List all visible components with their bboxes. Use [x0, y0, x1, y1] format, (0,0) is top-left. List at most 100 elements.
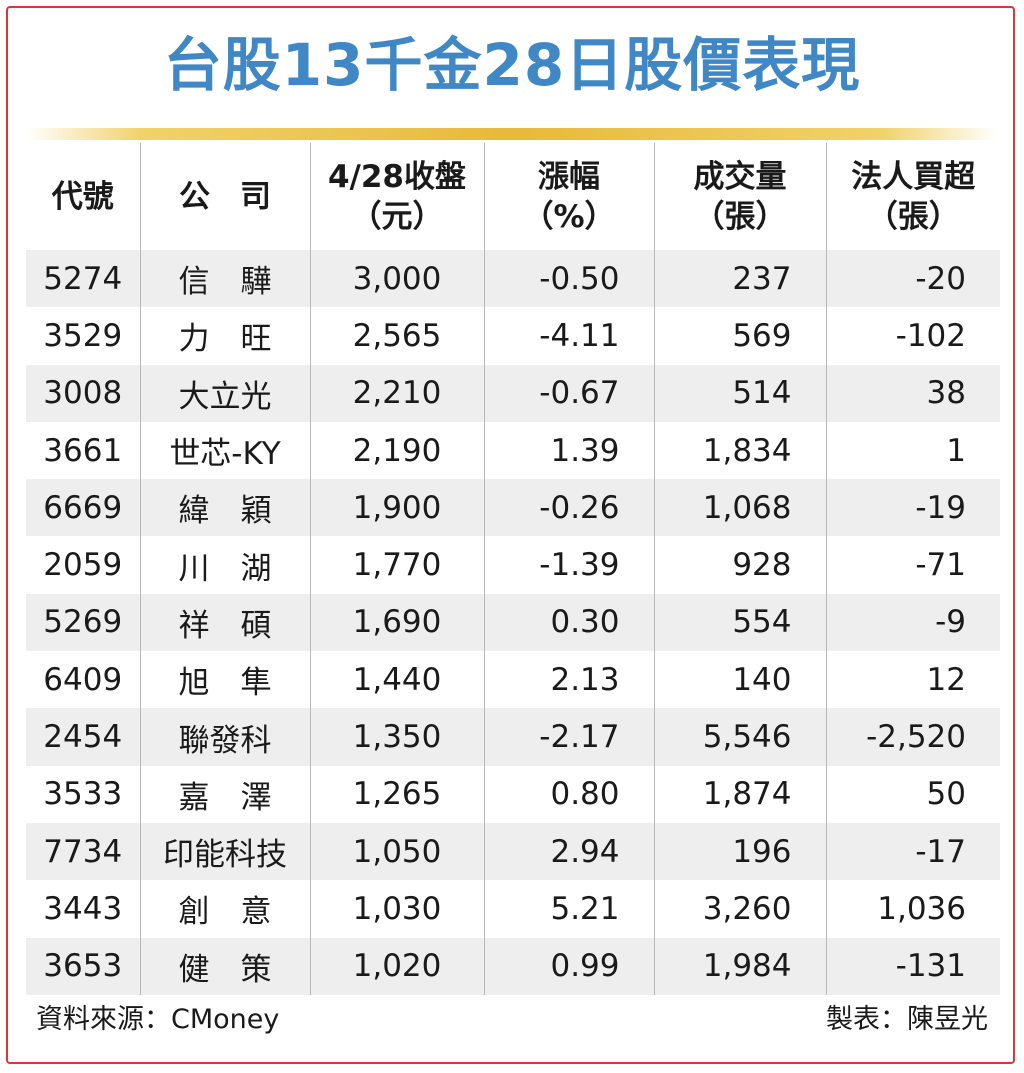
stock-code: 3529: [26, 307, 140, 365]
institutional-net-buy: -17: [825, 822, 1000, 881]
price-change: 2.13: [483, 651, 654, 709]
header-institutional: 法人買超 （張）: [825, 143, 1000, 250]
trade-volume: 514: [653, 364, 826, 422]
institutional-net-buy: -102: [825, 307, 1000, 365]
table-row: 3533 嘉 澤 1,265 0.80 1,874 50: [26, 765, 1000, 823]
institutional-net-buy: 50: [825, 765, 1000, 823]
price-change: -2.17: [483, 708, 654, 766]
header-change-label: 漲幅: [538, 158, 600, 195]
trade-volume: 554: [653, 593, 826, 652]
price-change: -1.39: [483, 536, 654, 594]
close-price: 1,265: [309, 765, 484, 823]
header-change-unit: （%）: [522, 198, 616, 235]
stock-code: 3533: [26, 765, 140, 823]
institutional-net-buy: -9: [825, 593, 1000, 652]
table-header-row: 代號 公司 4/28收盤 （元） 漲幅 （%） 成交量 （張） 法人買超 （張）: [26, 143, 1000, 250]
stock-code: 6669: [26, 479, 140, 537]
trade-volume: 237: [653, 250, 826, 308]
stock-code: 2454: [26, 708, 140, 766]
table-row: 3653 健 策 1,020 0.99 1,984 -131: [26, 937, 1000, 995]
trade-volume: 1,874: [653, 765, 826, 823]
close-price: 1,770: [309, 536, 484, 594]
close-price: 1,440: [309, 651, 484, 709]
close-price: 1,050: [309, 822, 484, 881]
page-title: 台股13千金28日股價表現: [163, 31, 861, 99]
price-change: -0.26: [483, 479, 654, 537]
header-volume-unit: （張）: [693, 198, 787, 235]
close-price: 1,020: [309, 937, 484, 995]
price-change: 2.94: [483, 822, 654, 881]
company-name: 大立光: [139, 364, 310, 422]
header-volume: 成交量 （張）: [653, 143, 826, 250]
table-row: 5269 祥 碩 1,690 0.30 554 -9: [26, 593, 1000, 652]
table-row: 3008 大立光 2,210 -0.67 514 38: [26, 364, 1000, 422]
price-change: 1.39: [483, 421, 654, 480]
header-institutional-label: 法人買超: [851, 158, 976, 195]
table-row: 3529 力 旺 2,565 -4.11 569 -102: [26, 307, 1000, 365]
company-name: 信 驊: [139, 250, 310, 308]
company-name: 緯 穎: [139, 479, 310, 537]
institutional-net-buy: 1: [825, 421, 1000, 480]
header-close-unit: （元）: [350, 198, 444, 235]
header-close-label: 4/28收盤: [327, 158, 467, 195]
company-name: 旭 隼: [139, 651, 310, 709]
table-row: 7734 印能科技 1,050 2.94 196 -17: [26, 822, 1000, 881]
header-company: 公司: [139, 143, 310, 250]
trade-volume: 1,984: [653, 937, 826, 995]
price-change: -0.50: [483, 250, 654, 308]
close-price: 3,000: [309, 250, 484, 308]
trade-volume: 140: [653, 651, 826, 709]
stock-code: 3443: [26, 880, 140, 938]
table-credit: 製表：陳昱光: [826, 1004, 988, 1035]
header-close: 4/28收盤 （元）: [309, 143, 484, 250]
price-change: 0.80: [483, 765, 654, 823]
trade-volume: 928: [653, 536, 826, 594]
table-row: 2059 川 湖 1,770 -1.39 928 -71: [26, 536, 1000, 594]
close-price: 1,690: [309, 593, 484, 652]
header-code: 代號: [26, 143, 140, 250]
price-change: 0.99: [483, 937, 654, 995]
stock-code: 3653: [26, 937, 140, 995]
company-name: 川 湖: [139, 536, 310, 594]
trade-volume: 196: [653, 822, 826, 881]
header-volume-label: 成交量: [693, 158, 787, 195]
company-name: 創 意: [139, 880, 310, 938]
stock-code: 7734: [26, 822, 140, 881]
company-name: 印能科技: [139, 822, 310, 881]
header-institutional-unit: （張）: [866, 198, 960, 235]
table-row: 6409 旭 隼 1,440 2.13 140 12: [26, 651, 1000, 709]
table-body: 5274 信 驊 3,000 -0.50 237 -20 3529 力 旺 2,565 -4.11…: [26, 250, 1000, 995]
title-divider: [26, 128, 998, 140]
price-change: 0.30: [483, 593, 654, 652]
price-change: -4.11: [483, 307, 654, 365]
company-name: 嘉 澤: [139, 765, 310, 823]
close-price: 2,565: [309, 307, 484, 365]
institutional-net-buy: 38: [825, 364, 1000, 422]
company-name: 力 旺: [139, 307, 310, 365]
trade-volume: 569: [653, 307, 826, 365]
company-name: 聯發科: [139, 708, 310, 766]
trade-volume: 5,546: [653, 708, 826, 766]
table-row: 2454 聯發科 1,350 -2.17 5,546 -2,520: [26, 708, 1000, 766]
close-price: 1,900: [309, 479, 484, 537]
stock-code: 3661: [26, 421, 140, 480]
table-row: 3443 創 意 1,030 5.21 3,260 1,036: [26, 880, 1000, 938]
header-company-label: 公司: [179, 178, 301, 215]
close-price: 2,190: [309, 421, 484, 480]
price-change: 5.21: [483, 880, 654, 938]
stock-code: 6409: [26, 651, 140, 709]
trade-volume: 1,068: [653, 479, 826, 537]
stock-table: 代號 公司 4/28收盤 （元） 漲幅 （%） 成交量 （張） 法人買超 （張）: [26, 143, 1000, 995]
table-row: 3661 世芯-KY 2,190 1.39 1,834 1: [26, 421, 1000, 480]
company-name: 健 策: [139, 937, 310, 995]
close-price: 2,210: [309, 364, 484, 422]
close-price: 1,030: [309, 880, 484, 938]
table-row: 6669 緯 穎 1,900 -0.26 1,068 -19: [26, 479, 1000, 537]
institutional-net-buy: -19: [825, 479, 1000, 537]
institutional-net-buy: -2,520: [825, 708, 1000, 766]
trade-volume: 3,260: [653, 880, 826, 938]
trade-volume: 1,834: [653, 421, 826, 480]
header-code-label: 代號: [51, 178, 114, 215]
close-price: 1,350: [309, 708, 484, 766]
price-change: -0.67: [483, 364, 654, 422]
